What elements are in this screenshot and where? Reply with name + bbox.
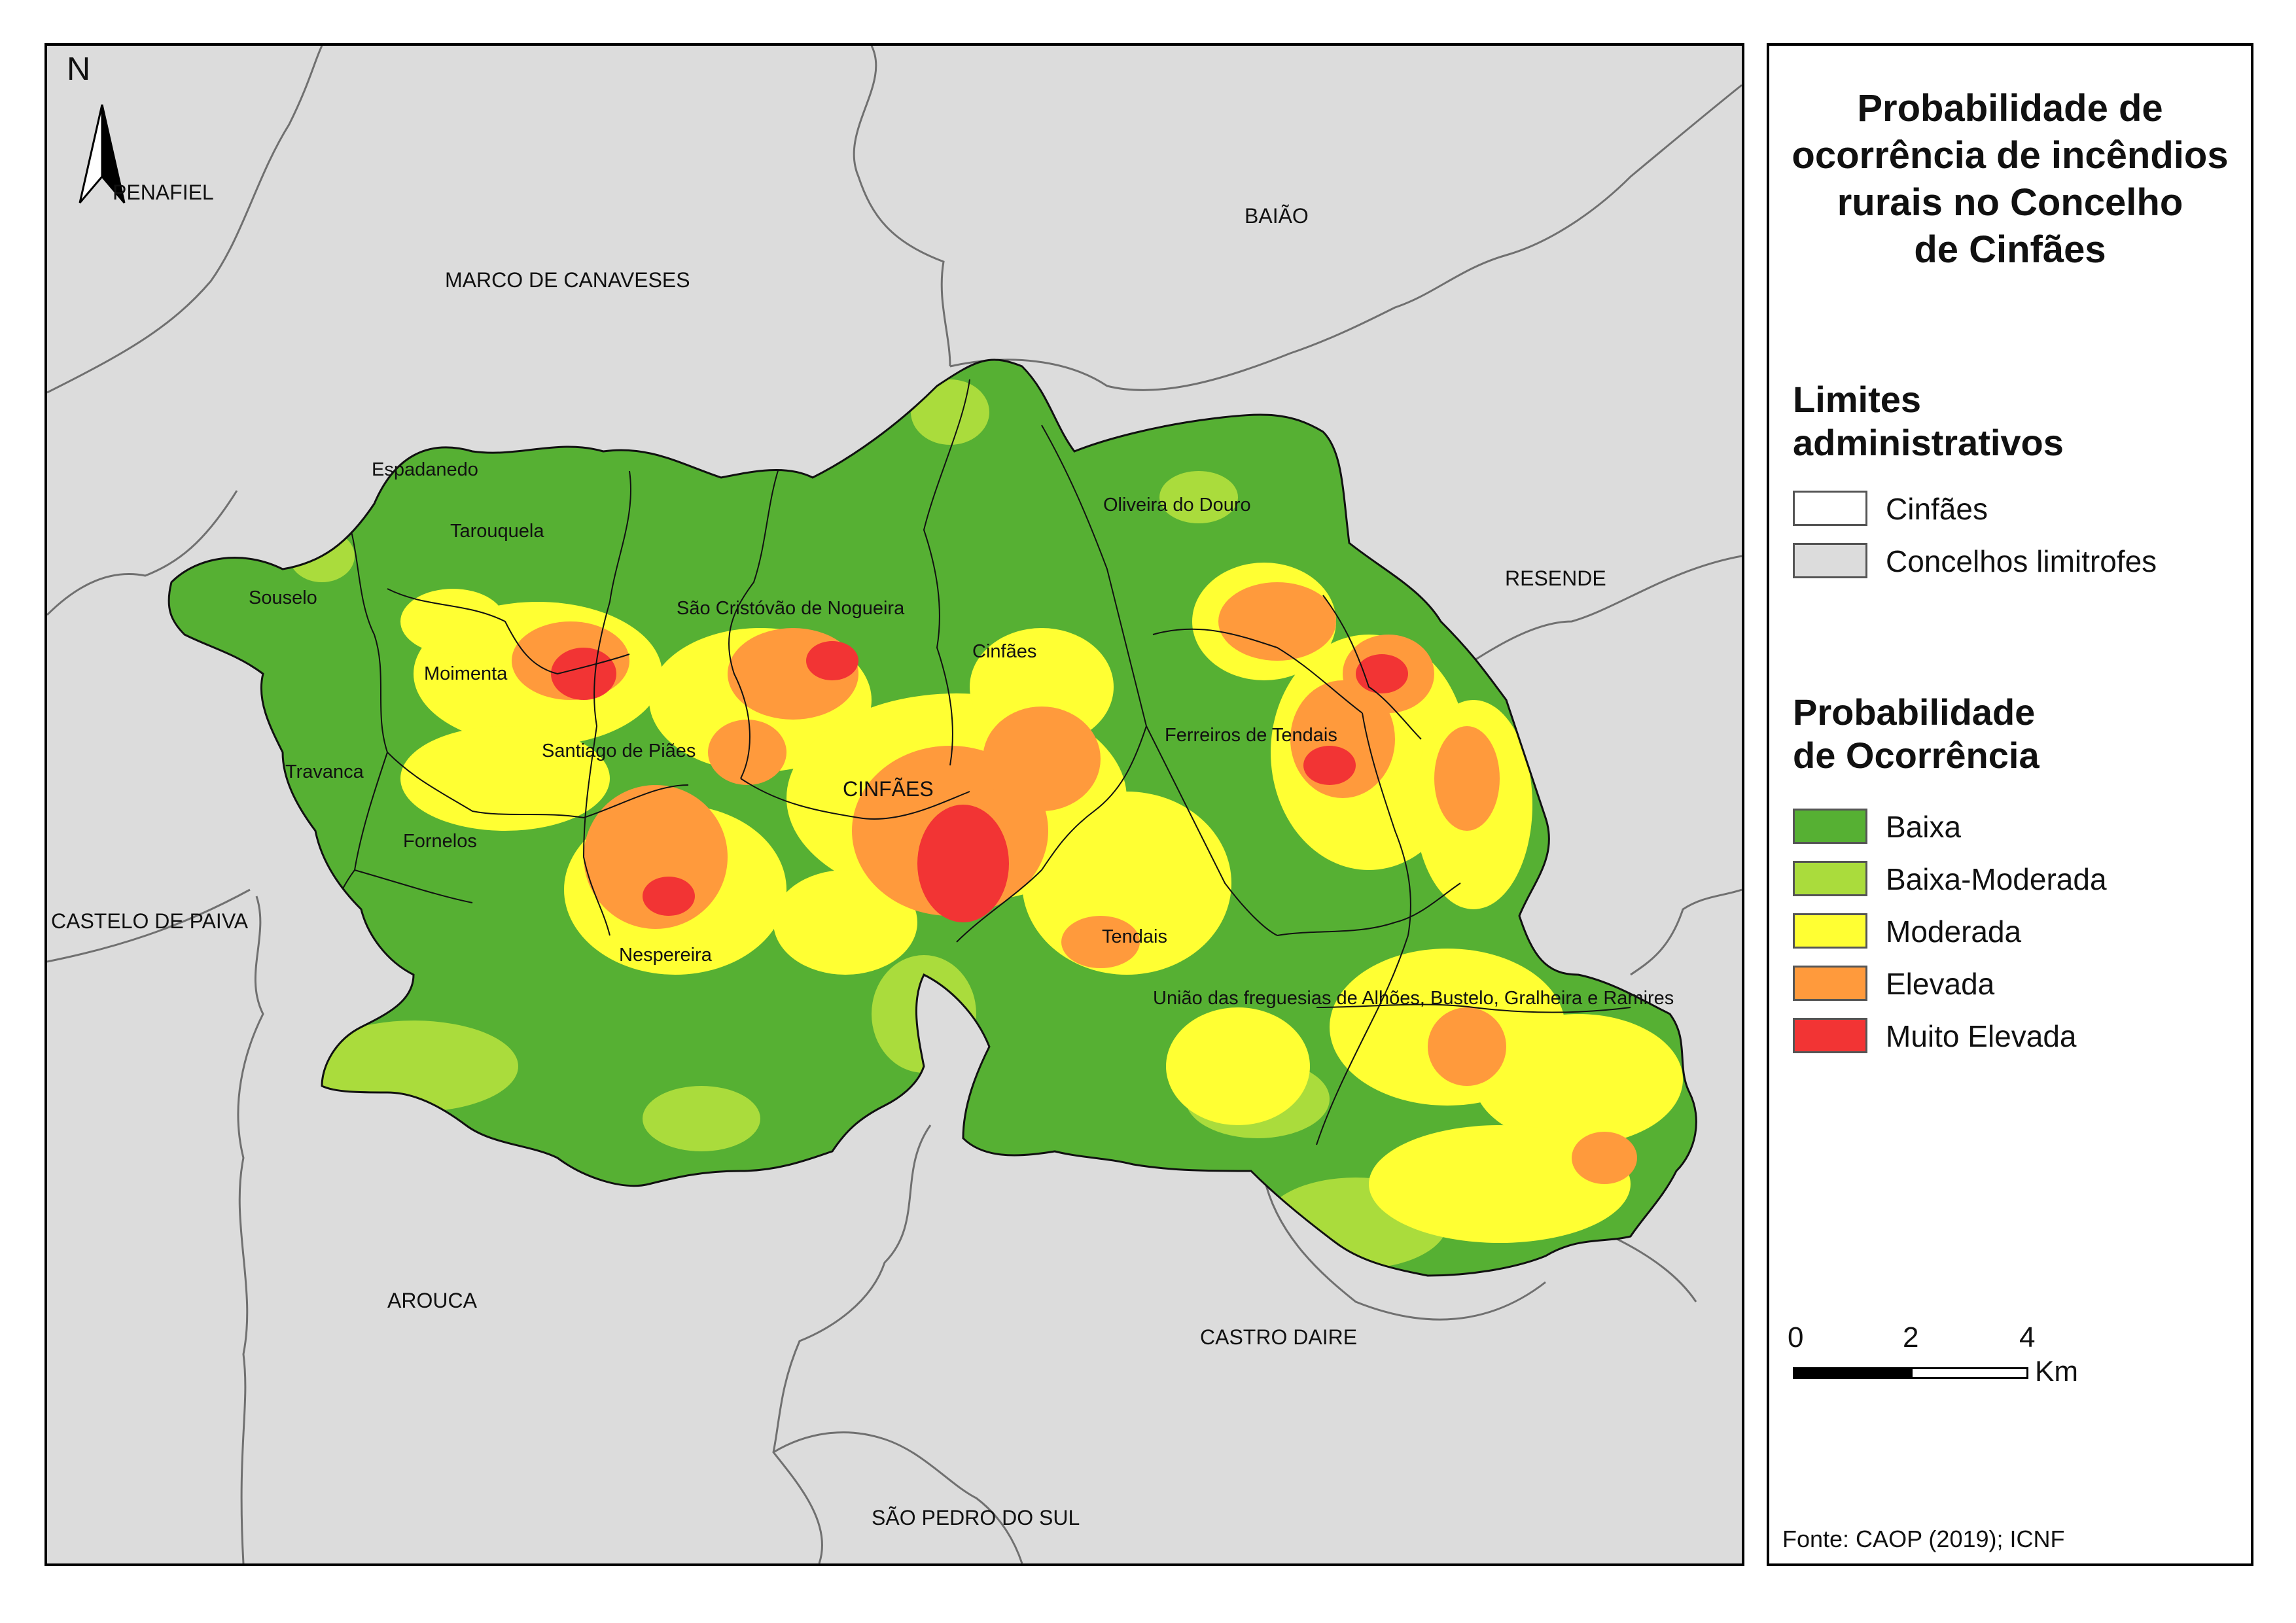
legend-swatch <box>1793 1018 1867 1053</box>
source-note: Fonte: CAOP (2019); ICNF <box>1782 1526 2065 1552</box>
parish-label: Fornelos <box>403 831 477 852</box>
neighbor-label: RESENDE <box>1505 567 1606 590</box>
admin-limits-title: Limites administrativos <box>1793 378 2064 464</box>
scale-segment-black <box>1793 1367 1911 1379</box>
parish-label: Nespereira <box>619 945 712 966</box>
map-title: Probabilidade de ocorrência de incêndios… <box>1769 85 2251 273</box>
legend-swatch <box>1793 543 1867 578</box>
neighbor-label: AROUCA <box>387 1289 477 1312</box>
legend-label: Baixa <box>1886 810 1962 844</box>
map-title-line: ocorrência de incêndios <box>1792 134 2229 177</box>
parish-label: Espadanedo <box>372 459 478 480</box>
parish-label: Cinfães <box>972 641 1037 662</box>
legend-panel: Probabilidade de ocorrência de incêndios… <box>1767 43 2253 1566</box>
scale-tick-label: 4 <box>2019 1321 2036 1353</box>
legend-swatch <box>1793 966 1867 1001</box>
map-title-line: rurais no Concelho <box>1837 181 2183 224</box>
parish-label: Tarouquela <box>450 521 544 542</box>
north-arrow-icon <box>79 104 126 203</box>
map-frame: N PENAFIEL MARCO DE CANAVESES BAIÃO RESE… <box>44 43 1744 1566</box>
neighbor-label: MARCO DE CANAVESES <box>445 268 690 292</box>
neighbor-label: CASTELO DE PAIVA <box>51 909 249 933</box>
map-title-line: Probabilidade de <box>1857 87 2163 130</box>
neighbor-label: CASTRO DAIRE <box>1200 1325 1358 1349</box>
legend-label: Cinfães <box>1886 492 1988 526</box>
neighbor-label: SÃO PEDRO DO SUL <box>872 1506 1080 1529</box>
parish-label: Ferreiros de Tendais <box>1165 725 1337 746</box>
map-title-line: de Cinfães <box>1914 228 2106 271</box>
legend-swatch <box>1793 861 1867 896</box>
municipality-seat-label: CINFÃES <box>843 777 934 801</box>
neighbor-label: BAIÃO <box>1245 204 1309 228</box>
parish-label: Souselo <box>249 587 317 608</box>
legend-swatch <box>1793 491 1867 526</box>
probability-title-line: Probabilidade <box>1793 691 2036 733</box>
scale-tick-label: 2 <box>1903 1321 1919 1353</box>
admin-limits-title-line: administrativos <box>1793 422 2064 463</box>
legend-swatch <box>1793 913 1867 949</box>
parish-label: Santiago de Piães <box>542 741 696 761</box>
scale-segment-white <box>1911 1367 2028 1379</box>
neighbor-label: PENAFIEL <box>113 181 214 204</box>
north-label: N <box>67 50 91 87</box>
parish-label: São Cristóvão de Nogueira <box>677 598 905 619</box>
scale-tick-label: 0 <box>1788 1321 1804 1353</box>
legend-label: Elevada <box>1886 967 1995 1001</box>
legend-label: Concelhos limitrofes <box>1886 544 2157 578</box>
parish-label: Oliveira do Douro <box>1103 495 1251 515</box>
probability-title-line: de Ocorrência <box>1793 735 2040 776</box>
parish-label: Travanca <box>285 761 364 782</box>
legend-label: Moderada <box>1886 915 2022 949</box>
parish-label: Moimenta <box>424 663 508 684</box>
legend-label: Muito Elevada <box>1886 1019 2077 1053</box>
scale-unit-label: Km <box>2035 1355 2078 1387</box>
neighbor-boundaries <box>47 46 1742 1563</box>
scale-bar: 0 2 4 Km <box>1788 1321 2185 1400</box>
legend-label: Baixa-Moderada <box>1886 862 2107 896</box>
parish-label: Tendais <box>1102 926 1167 947</box>
admin-limits-title-line: Limites <box>1793 379 1922 420</box>
legend-swatch <box>1793 809 1867 844</box>
fire-probability-raster <box>169 360 1697 1276</box>
parish-label: União das freguesias de Alhões, Bustelo,… <box>1153 988 1674 1009</box>
probability-title: Probabilidade de Ocorrência <box>1793 691 2040 777</box>
parish-boundaries <box>321 379 1631 1145</box>
map-canvas <box>47 46 1742 1563</box>
